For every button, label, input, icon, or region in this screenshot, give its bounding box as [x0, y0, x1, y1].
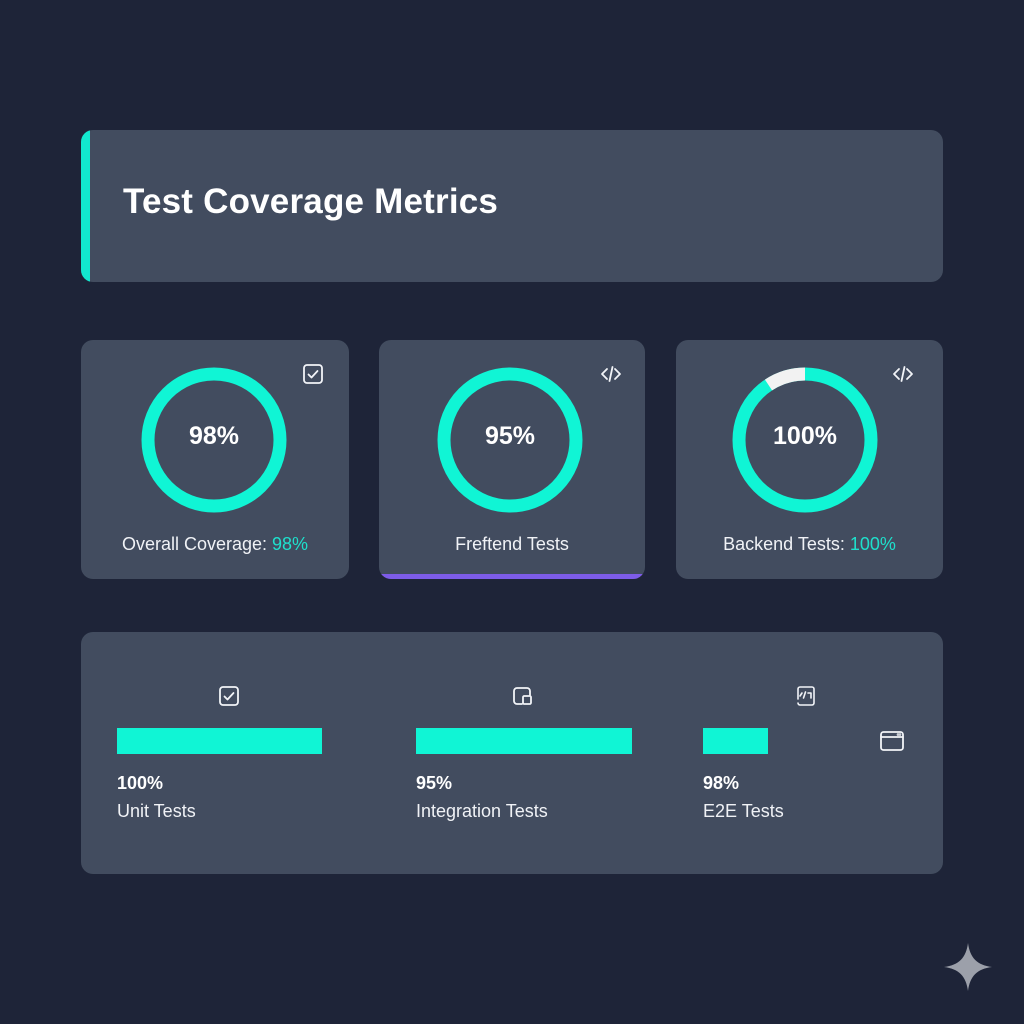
- unit-tests-metric[interactable]: 100% Unit Tests: [117, 632, 322, 874]
- code-window-icon: [794, 684, 818, 708]
- e2e-tests-metric[interactable]: 98% E2E Tests: [703, 632, 905, 874]
- backend-tests-ring: 100%: [729, 364, 881, 516]
- unit-tests-percent: 100%: [117, 773, 164, 793]
- checkbox-checked-icon: [217, 684, 241, 708]
- integration-tests-metric[interactable]: 95% Integration Tests: [416, 632, 632, 874]
- header-accent-bar: [81, 130, 90, 282]
- code-icon: [599, 362, 623, 386]
- page-title: Test Coverage Metrics: [123, 182, 499, 221]
- ring-value: 100%: [773, 422, 837, 450]
- unit-tests-progress-bar: [117, 728, 322, 754]
- e2e-tests-label: E2E Tests: [703, 801, 784, 821]
- overall-coverage-card[interactable]: 98% Overall Coverage: 98%: [81, 340, 349, 579]
- code-icon: [891, 362, 915, 386]
- sparkle-icon: [943, 942, 993, 992]
- frontend-tests-card[interactable]: 95% Freftend Tests: [379, 340, 645, 579]
- integration-tests-progress-bar: [416, 728, 632, 754]
- selected-indicator: [379, 574, 645, 579]
- overall-coverage-ring: 98%: [138, 364, 290, 516]
- frontend-tests-ring: 95%: [434, 364, 586, 516]
- ring-label: Overall Coverage: 98%: [121, 534, 309, 554]
- window-restore-icon: [511, 684, 535, 708]
- header-card: Test Coverage Metrics: [81, 130, 943, 282]
- integration-tests-percent: 95%: [416, 773, 453, 793]
- checkbox-checked-icon: [301, 362, 325, 386]
- e2e-tests-percent: 98%: [703, 773, 740, 793]
- ring-label: Freftend Tests: [455, 534, 569, 554]
- browser-window-icon: [879, 728, 905, 754]
- test-types-card: 100% Unit Tests 95% Integration Tests: [81, 632, 943, 874]
- unit-tests-label: Unit Tests: [117, 801, 196, 821]
- ring-value: 95%: [484, 422, 536, 450]
- integration-tests-label: Integration Tests: [416, 801, 548, 821]
- ring-label: Backend Tests: 100%: [723, 534, 896, 554]
- backend-tests-card[interactable]: 100% Backend Tests: 100%: [676, 340, 943, 579]
- ring-value: 98%: [188, 422, 240, 450]
- e2e-tests-progress-bar: [703, 728, 768, 754]
